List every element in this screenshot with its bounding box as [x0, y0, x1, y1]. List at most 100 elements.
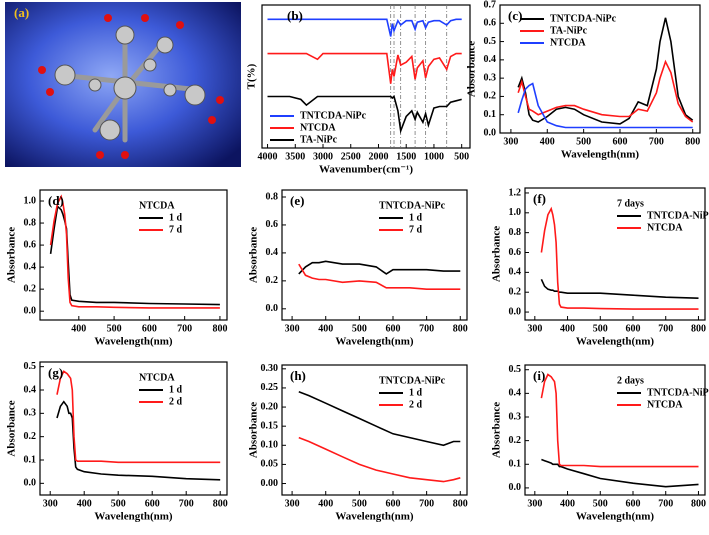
- y-tick-label: 0.05: [261, 459, 279, 470]
- y-tick-label: 0.0: [484, 127, 497, 138]
- panel: 300 400 500 600 700 800 0.0 0.2 0.4 0.6 0.8 (e) Wave…: [248, 189, 468, 348]
- x-tick-label: 800: [685, 136, 700, 147]
- x-tick-label: 300: [503, 136, 518, 147]
- legend-label: 1 d: [409, 212, 423, 223]
- x-axis-label: Wavenumber(cm⁻¹): [319, 164, 413, 176]
- y-tick-label: 0.3: [484, 72, 497, 83]
- y-tick-label: 0.2: [266, 275, 279, 286]
- y-axis-label: Absorbance: [248, 402, 260, 458]
- y-tick-label: 0.3: [24, 408, 37, 419]
- y-axis-label: Absorbance: [6, 227, 18, 283]
- molecule-image: (a): [5, 2, 241, 167]
- y-axis-label: Absorbance: [491, 226, 503, 282]
- data-line: [267, 18, 462, 37]
- y-tick-label: 0.8: [24, 217, 37, 228]
- x-tick-label: 700: [419, 498, 434, 509]
- legend-label: 2 d: [169, 396, 183, 407]
- x-tick-label: 800: [691, 323, 706, 334]
- x-axis-label: Wavelength(nm): [576, 511, 655, 523]
- y-tick-label: 0.20: [261, 401, 279, 412]
- plot-frame: [39, 189, 228, 321]
- data-line: [298, 391, 461, 447]
- x-tick-label: 700: [658, 323, 673, 334]
- y-tick-label: 0.4: [509, 267, 522, 278]
- legend-label: NTCDA: [647, 399, 683, 410]
- y-tick-label: 0.0: [266, 303, 279, 314]
- panel-label: (f): [533, 191, 546, 206]
- data-line: [517, 59, 694, 123]
- x-axis-label: Wavelength(nm): [561, 149, 640, 161]
- y-tick-label: 0.3: [509, 411, 522, 422]
- x-tick-label: 300: [285, 498, 300, 509]
- x-tick-label: 400: [318, 498, 333, 509]
- data-line: [298, 436, 461, 483]
- x-tick-label: 500: [593, 323, 608, 334]
- y-tick-label: 0.8: [266, 191, 279, 202]
- x-tick-label: 300: [43, 498, 58, 509]
- data-line: [56, 400, 221, 481]
- plot-frame: [524, 187, 706, 321]
- y-tick-label: 0.4: [266, 247, 279, 258]
- panel: 4000 3500 3000 2500 2000 1500 1000 500 (b) Wavenu…: [246, 4, 471, 176]
- x-tick-label: 500: [352, 323, 367, 334]
- x-tick-label: 700: [179, 498, 194, 509]
- legend-label: 7 d: [409, 224, 423, 235]
- y-tick-label: 0.2: [509, 287, 522, 298]
- x-tick-label: 500: [111, 498, 126, 509]
- x-tick-label: 400: [77, 498, 92, 509]
- plot-frame: [524, 364, 706, 496]
- x-tick-label: 600: [626, 323, 641, 334]
- y-tick-label: 0.00: [261, 478, 279, 489]
- legend-label: 1 d: [169, 212, 183, 223]
- x-axis-label: Wavelength(nm): [335, 511, 414, 523]
- x-tick-label: 600: [626, 498, 641, 509]
- legend-label: NTCDA: [550, 37, 586, 48]
- plot-frame: [281, 364, 468, 496]
- y-tick-label: 0.6: [24, 239, 37, 250]
- y-tick-label: 0.1: [24, 454, 37, 465]
- panel: 300 400 500 600 700 800 0.0 0.1 0.2 0.3 0.4 0.5 0.6 0…: [466, 0, 701, 161]
- y-tick-label: 0.5: [484, 36, 497, 47]
- x-tick-label: 500: [576, 136, 591, 147]
- annotation: NTCDA: [139, 372, 175, 383]
- data-line: [56, 370, 221, 464]
- y-tick-label: 0.6: [266, 219, 279, 230]
- plot-frame: [499, 4, 701, 134]
- y-axis-label: Absorbance: [491, 402, 503, 458]
- x-tick-label: 3500: [285, 151, 305, 162]
- y-tick-label: 0.5: [24, 361, 37, 372]
- legend-label: TNTCDA-NiPc: [300, 110, 367, 121]
- x-tick-label: 400: [71, 323, 86, 334]
- x-tick-label: 600: [613, 136, 628, 147]
- x-tick-label: 1000: [424, 151, 444, 162]
- data-line: [540, 278, 699, 299]
- x-tick-label: 300: [527, 323, 542, 334]
- panel-label: (h): [290, 368, 306, 383]
- x-tick-label: 800: [212, 323, 227, 334]
- annotation: 2 days: [617, 375, 644, 386]
- y-axis-label: Absorbance: [248, 227, 260, 283]
- plot-frame: [39, 361, 228, 496]
- x-axis-label: Wavelength(nm): [335, 336, 414, 348]
- panel-label: (c): [508, 8, 522, 23]
- data-line: [517, 17, 694, 125]
- y-tick-label: 0.5: [509, 364, 522, 375]
- y-axis-label: Absorbance: [6, 400, 18, 456]
- annotation: TNTCDA-NiPc: [379, 200, 446, 211]
- y-tick-label: 0.1: [509, 459, 522, 470]
- x-tick-label: 700: [658, 498, 673, 509]
- y-tick-label: 1.2: [509, 187, 522, 198]
- y-tick-label: 0.0: [24, 305, 37, 316]
- y-tick-label: 0.6: [484, 18, 497, 29]
- y-tick-label: 0.4: [484, 54, 497, 65]
- x-tick-label: 500: [107, 323, 122, 334]
- x-tick-label: 4000: [258, 151, 278, 162]
- y-tick-label: 0.6: [509, 247, 522, 258]
- legend-label: 7 d: [169, 224, 183, 235]
- y-tick-label: 0.0: [509, 306, 522, 317]
- x-tick-label: 600: [386, 323, 401, 334]
- panel-label: (i): [533, 368, 545, 383]
- data-line: [49, 194, 220, 309]
- data-line: [541, 458, 699, 488]
- x-tick-label: 600: [386, 498, 401, 509]
